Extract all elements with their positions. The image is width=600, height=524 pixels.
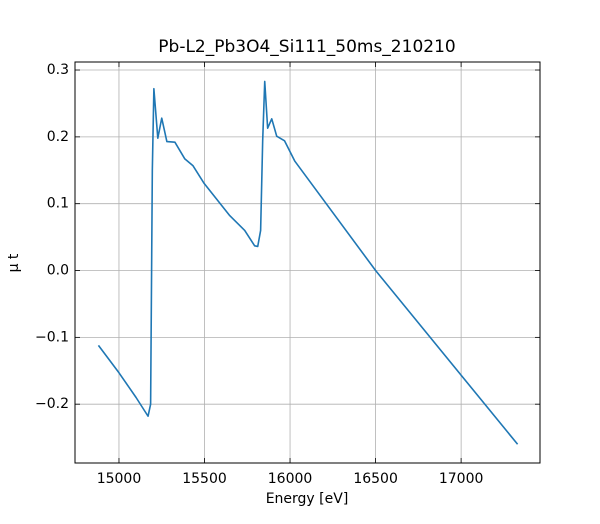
y-tick-label: −0.1 xyxy=(35,329,69,345)
y-axis-label: μ t xyxy=(6,253,22,272)
x-tick-label: 16000 xyxy=(268,471,313,487)
data-line xyxy=(97,80,519,445)
plot-frame xyxy=(74,61,541,464)
x-axis-label: Energy [eV] xyxy=(266,491,349,507)
chart-title: Pb-L2_Pb3O4_Si111_50ms_210210 xyxy=(158,37,455,57)
y-tick-label: 0.1 xyxy=(47,196,69,212)
x-tick-label: 16500 xyxy=(353,471,398,487)
y-tick-label: 0.2 xyxy=(47,129,69,145)
y-tick-label: 0.3 xyxy=(47,62,69,78)
x-tick-label: 15500 xyxy=(182,471,227,487)
x-tick-label: 17000 xyxy=(439,471,484,487)
y-tick-label: 0.0 xyxy=(47,263,69,279)
y-tick-label: −0.2 xyxy=(35,396,69,412)
x-tick-label: 15000 xyxy=(97,471,142,487)
